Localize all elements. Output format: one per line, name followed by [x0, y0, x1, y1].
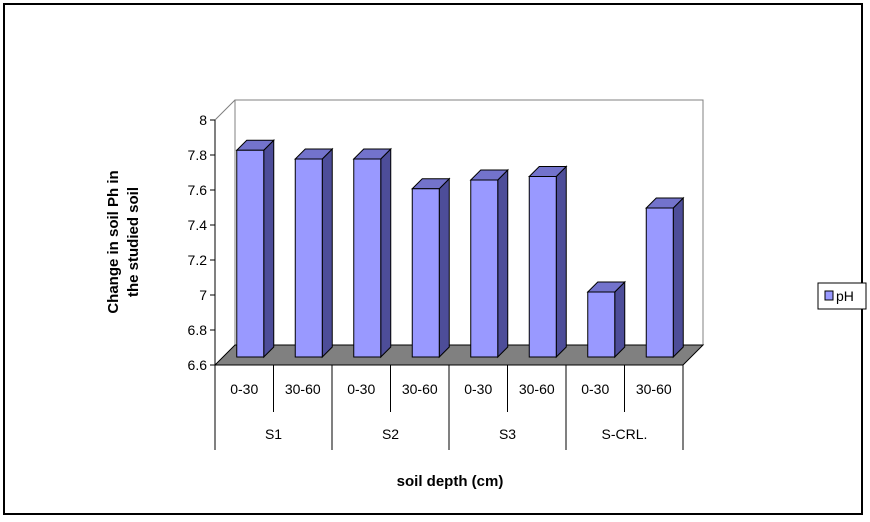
- x-group-label: S-CRL.: [602, 426, 648, 442]
- bar-front: [294, 158, 323, 358]
- bar: [352, 147, 392, 359]
- bar-side: [672, 196, 684, 359]
- x-category-label: 30-60: [402, 381, 438, 397]
- bar-side: [380, 147, 392, 359]
- x-category-label: 30-60: [519, 381, 555, 397]
- bar-side: [555, 165, 567, 359]
- x-axis-category-table: [214, 365, 684, 450]
- bar-side: [614, 280, 626, 359]
- y-axis-title-line-1: Change in soil Ph in: [105, 170, 122, 313]
- x-category-label: 0-30: [347, 381, 375, 397]
- bar-side: [263, 139, 275, 359]
- x-axis-category-labels: 0-30 30-60 0-30 30-60 0-30 30-60 0-30 30-60: [230, 381, 672, 397]
- x-group-label: S2: [382, 426, 399, 442]
- bar: [411, 177, 451, 359]
- x-category-label: 30-60: [285, 381, 321, 397]
- x-group-label: S1: [265, 426, 282, 442]
- bar-front: [470, 179, 499, 358]
- bar: [235, 139, 275, 359]
- x-axis-title: soil depth (cm): [397, 473, 504, 490]
- legend-label-ph: pH: [836, 288, 854, 304]
- bar-side: [321, 147, 333, 359]
- back-wall: [234, 99, 704, 345]
- bar-side: [438, 177, 450, 359]
- y-tick-label: 7.6: [188, 182, 208, 198]
- bar: [645, 196, 685, 359]
- y-tick-label: 7.8: [188, 147, 208, 163]
- bar-front: [353, 158, 382, 358]
- y-tick-label: 6.6: [188, 357, 208, 373]
- bar: [586, 280, 626, 359]
- bar-front: [587, 291, 616, 358]
- y-tick-label: 7: [199, 287, 207, 303]
- y-axis-ticks: 6.6 6.8 7 7.2 7.4 7.6 7.8 8: [188, 112, 215, 373]
- y-tick-label: 7.4: [188, 217, 208, 233]
- x-category-label: 0-30: [581, 381, 609, 397]
- y-tick-label: 8: [199, 112, 207, 128]
- bar-front: [645, 207, 674, 358]
- bar: [294, 147, 334, 359]
- y-tick-label: 7.2: [188, 252, 208, 268]
- side-wall: [214, 99, 236, 365]
- bar-front: [236, 149, 265, 358]
- bar: [528, 165, 568, 359]
- x-axis-group-labels: S1 S2 S3 S-CRL.: [265, 426, 648, 442]
- legend: pH: [817, 282, 867, 310]
- y-axis-title: Change in soil Ph in the studied soil: [105, 170, 142, 313]
- legend-swatch-ph: [824, 290, 834, 301]
- bar-front: [411, 188, 440, 358]
- bar-side: [497, 168, 509, 359]
- y-axis-title-line-2: the studied soil: [125, 187, 142, 297]
- x-category-label: 0-30: [230, 381, 258, 397]
- x-category-label: 30-60: [636, 381, 672, 397]
- x-category-label: 0-30: [464, 381, 492, 397]
- bar-front: [528, 176, 557, 358]
- bars: [235, 139, 685, 359]
- y-tick-label: 6.8: [188, 322, 208, 338]
- chart-floor: [213, 344, 705, 366]
- x-group-label: S3: [499, 426, 516, 442]
- bar: [469, 168, 509, 359]
